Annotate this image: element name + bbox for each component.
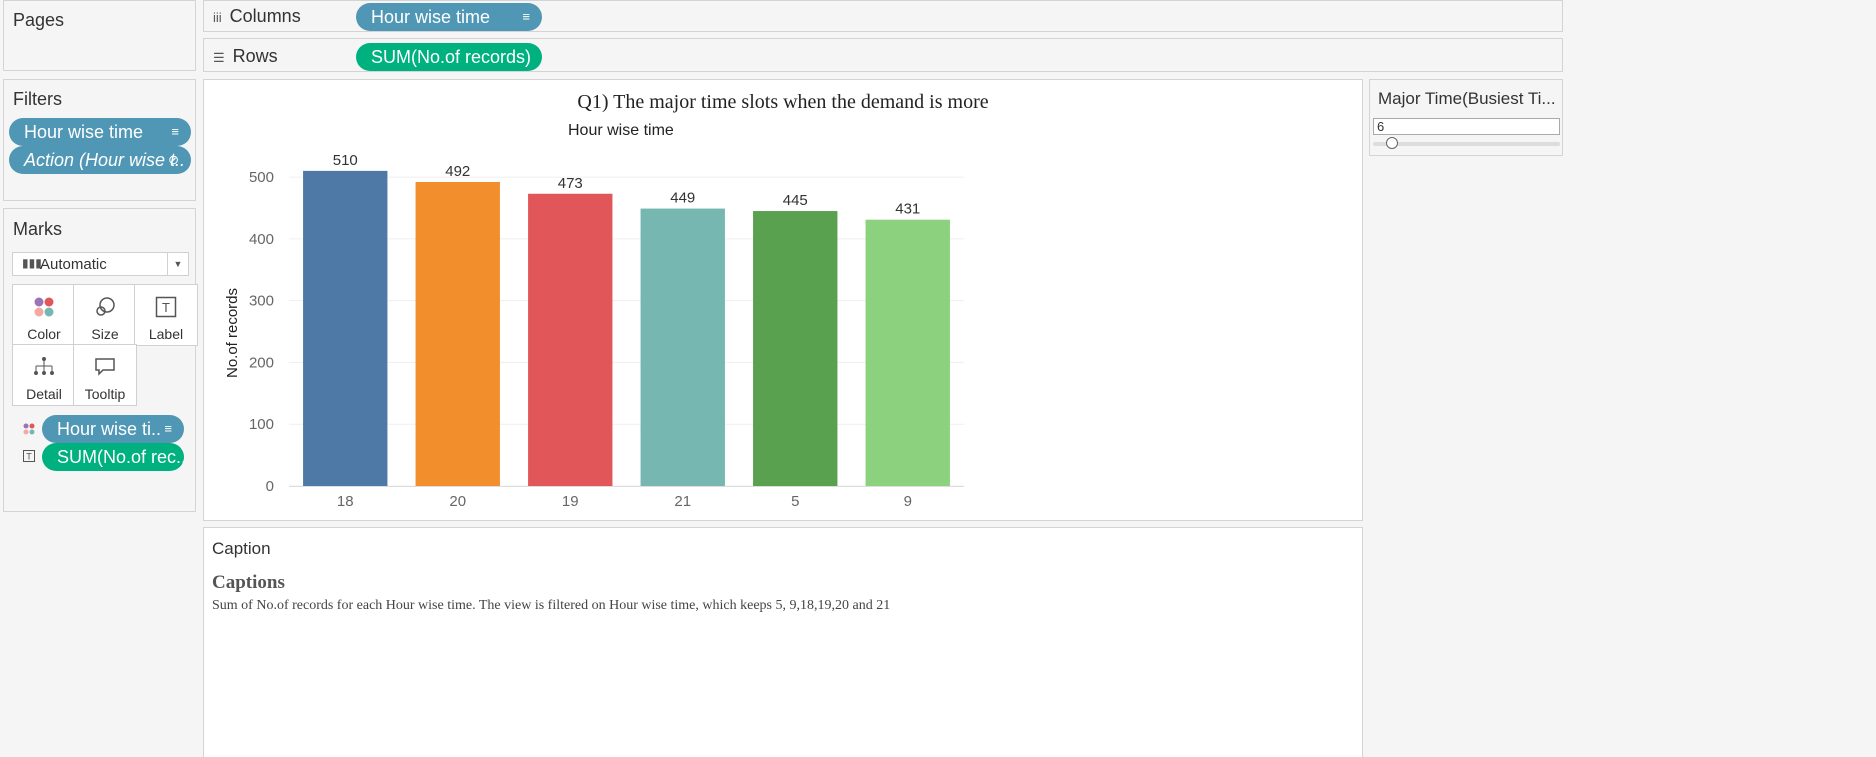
caption-title: Captions <box>212 572 285 593</box>
sort-icon: ≡ <box>171 124 179 139</box>
pages-title: Pages <box>13 10 65 30</box>
data-label: 473 <box>558 175 583 192</box>
svg-text:T: T <box>162 300 170 315</box>
chevron-down-icon[interactable]: ▼ <box>167 253 188 275</box>
link-icon: ⊘ <box>168 152 179 167</box>
label-card[interactable]: T Label <box>134 284 198 346</box>
parameter-panel: Major Time(Busiest Ti... 6 <box>1369 79 1563 156</box>
bar <box>753 211 838 486</box>
filter-pill-action-label: Action (Hour wise t.. <box>24 150 186 170</box>
columns-shelf[interactable]: iii Columns Hour wise time ≡ <box>203 0 1563 32</box>
x-tick-label: 21 <box>674 493 691 510</box>
marks-panel: Marks ▮▮▮ Automatic ▼ Color Size T Label… <box>3 208 198 512</box>
data-label: 449 <box>670 190 695 207</box>
text-icon: T <box>135 295 197 319</box>
mark-type-dropdown[interactable]: ▮▮▮ Automatic ▼ <box>12 252 189 276</box>
parameter-slider[interactable] <box>1373 137 1560 149</box>
rows-label-text: Rows <box>232 46 278 66</box>
data-label: 492 <box>445 163 470 180</box>
y-tick-label: 300 <box>249 293 274 310</box>
x-tick-label: 18 <box>337 493 354 510</box>
columns-label-text: Columns <box>229 6 301 26</box>
rows-pill[interactable]: SUM(No.of records) <box>356 43 542 71</box>
filters-panel: Filters Hour wise time ≡ Action (Hour wi… <box>3 79 196 201</box>
data-label: 510 <box>333 152 358 169</box>
columns-label: iii Columns <box>213 1 301 33</box>
x-tick-label: 9 <box>904 493 912 510</box>
parameter-title: Major Time(Busiest Ti... <box>1378 89 1556 108</box>
columns-pill[interactable]: Hour wise time ≡ <box>356 3 542 31</box>
chart-view: Q1) The major time slots when the demand… <box>203 79 1363 521</box>
rows-icon: ☰ <box>213 50 225 65</box>
caption-text: Sum of No.of records for each Hour wise … <box>212 598 891 613</box>
marks-color-pill[interactable]: Hour wise ti.. ≡ <box>42 415 184 443</box>
bar <box>415 182 500 486</box>
text-icon: T <box>23 449 35 467</box>
parameter-input[interactable]: 6 <box>1373 118 1560 135</box>
detail-icon <box>13 355 75 379</box>
x-tick-label: 19 <box>562 493 579 510</box>
x-tick-label: 20 <box>449 493 466 510</box>
marks-title: Marks <box>13 219 62 239</box>
bar <box>865 219 950 486</box>
pages-panel: Pages <box>3 0 196 71</box>
color-card[interactable]: Color <box>12 284 76 346</box>
chart-title: Hour wise time <box>568 122 674 139</box>
columns-pill-label: Hour wise time <box>371 7 491 27</box>
bar <box>640 208 725 486</box>
y-axis-label: No.of records <box>224 288 241 378</box>
caption-header: Caption <box>212 539 271 558</box>
color-icon <box>23 422 35 440</box>
bar <box>303 170 388 486</box>
size-icon <box>74 295 136 319</box>
y-tick-label: 0 <box>266 478 274 495</box>
filter-pill-hour-label: Hour wise time <box>24 122 144 142</box>
tooltip-card-label: Tooltip <box>84 386 126 402</box>
detail-card[interactable]: Detail <box>12 344 76 406</box>
columns-icon: iii <box>213 10 222 25</box>
bar-chart: 0 100 200 300 400 500 No.of records 510 18 492 20 4… <box>224 152 964 510</box>
mark-type-label: Automatic <box>40 256 107 273</box>
y-tick-label: 100 <box>249 416 274 433</box>
sort-icon: ≡ <box>164 421 172 436</box>
filter-pill-action[interactable]: Action (Hour wise t.. ⊘ <box>9 146 191 174</box>
rows-pill-label: SUM(No.of records) <box>371 47 532 67</box>
marks-label-pill-label: SUM(No.of rec.. <box>57 447 184 467</box>
svg-text:T: T <box>26 452 32 462</box>
size-card[interactable]: Size <box>73 284 137 346</box>
color-card-label: Color <box>27 326 61 342</box>
filters-title: Filters <box>13 89 62 109</box>
sort-icon: ≡ <box>522 9 530 24</box>
rows-label: ☰ Rows <box>213 39 278 75</box>
y-tick-label: 400 <box>249 231 274 248</box>
caption-panel: Caption Captions Sum of No.of records fo… <box>203 527 1363 757</box>
tooltip-icon <box>74 355 136 379</box>
y-tick-label: 500 <box>249 169 274 186</box>
marks-label-pill[interactable]: SUM(No.of rec.. <box>42 443 184 471</box>
marks-color-pill-label: Hour wise ti.. <box>57 419 162 439</box>
data-label: 431 <box>895 201 920 218</box>
view-title: Q1) The major time slots when the demand… <box>577 91 989 113</box>
color-icon <box>13 295 75 319</box>
size-card-label: Size <box>91 326 119 342</box>
slider-handle[interactable] <box>1386 137 1399 149</box>
label-card-label: Label <box>148 326 184 342</box>
tooltip-card[interactable]: Tooltip <box>73 344 137 406</box>
filter-pill-hour[interactable]: Hour wise time ≡ <box>9 118 191 146</box>
detail-card-label: Detail <box>26 386 62 402</box>
rows-shelf[interactable]: ☰ Rows SUM(No.of records) <box>203 38 1563 72</box>
data-label: 445 <box>783 192 808 209</box>
y-tick-label: 200 <box>249 354 274 371</box>
bar <box>528 193 613 486</box>
x-tick-label: 5 <box>791 493 799 510</box>
bar-chart-icon: ▮▮▮ <box>22 256 42 270</box>
